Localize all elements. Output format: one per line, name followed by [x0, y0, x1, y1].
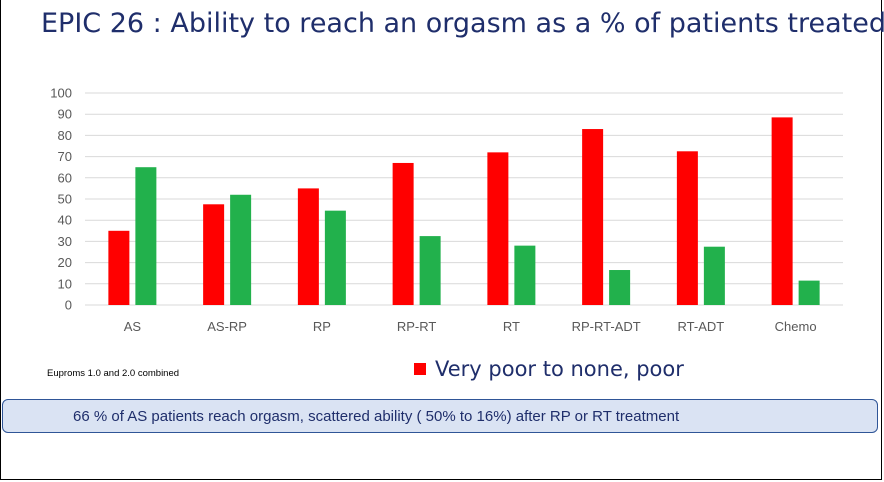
x-tick-label: RT [503, 319, 520, 334]
y-tick-label: 10 [58, 276, 72, 291]
bar-green-as-rp [230, 194, 252, 305]
legend: Very poor to none, poor [414, 357, 684, 381]
footnote: Euproms 1.0 and 2.0 combined [47, 368, 180, 379]
y-tick-label: 100 [50, 86, 72, 101]
bar-red-rp-rt-adt [582, 129, 604, 305]
bar-green-as [135, 167, 157, 305]
conclusion-text: 66 % of AS patients reach orgasm, scatte… [73, 407, 680, 425]
y-tick-label: 40 [58, 213, 72, 228]
legend-label: Very poor to none, poor [435, 357, 684, 381]
y-tick-label: 30 [58, 234, 72, 249]
legend-swatch-red [414, 363, 426, 375]
x-tick-label: RP-RT-ADT [572, 319, 641, 334]
x-tick-label: RP-RT [397, 319, 437, 334]
bar-green-rp-rt-adt [609, 270, 631, 305]
bar-red-as-rp [203, 204, 225, 305]
bar-red-chemo [771, 117, 793, 305]
bar-green-rp-rt [419, 236, 441, 305]
bar-red-as [108, 230, 130, 305]
y-tick-label: 60 [58, 170, 72, 185]
y-tick-label: 0 [65, 298, 72, 313]
x-tick-label: RT-ADT [678, 319, 725, 334]
y-tick-label: 80 [58, 128, 72, 143]
y-tick-label: 20 [58, 255, 72, 270]
bar-red-rp [297, 188, 319, 305]
y-tick-label: 90 [58, 107, 72, 122]
bar-green-rp [324, 210, 346, 305]
y-tick-label: 70 [58, 149, 72, 164]
bar-red-rp-rt [392, 162, 414, 305]
bar-chart: 0 10 20 30 40 50 60 70 80 90 100 AS AS-RP RP RP-RT RT RP… [50, 86, 843, 334]
conclusion-box: 66 % of AS patients reach orgasm, scatte… [2, 399, 878, 433]
x-tick-label: Chemo [775, 319, 817, 334]
bar-green-rt [514, 245, 536, 305]
y-tick-label: 50 [58, 192, 72, 207]
x-tick-label: AS-RP [207, 319, 247, 334]
x-tick-label: RP [313, 319, 331, 334]
bar-red-rt [487, 152, 509, 305]
bar-green-rt-adt [703, 246, 725, 305]
bar-green-chemo [798, 280, 820, 305]
slide-title: EPIC 26 : Ability to reach an orgasm as … [41, 8, 884, 39]
bar-red-rt-adt [676, 151, 698, 305]
x-tick-label: AS [124, 319, 142, 334]
